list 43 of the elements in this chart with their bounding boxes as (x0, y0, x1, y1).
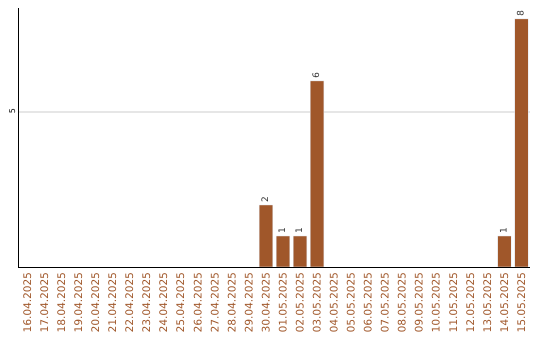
x-tick-label: 08.05.2025 (396, 272, 409, 332)
x-tick-label: 12.05.2025 (464, 272, 477, 332)
bar (276, 236, 290, 267)
data-label: 6 (312, 72, 322, 78)
data-label: 1 (295, 227, 306, 233)
x-tick-label: 05.05.2025 (346, 272, 358, 332)
x-tick-label: 15.05.2025 (516, 272, 528, 332)
x-tick-label: 17.04.2025 (38, 272, 51, 332)
bar (514, 18, 529, 267)
x-tick-label: 18.04.2025 (56, 272, 68, 332)
data-label: 1 (499, 227, 510, 233)
x-tick-label: 23.04.2025 (141, 272, 154, 332)
x-tick-label: 25.04.2025 (175, 272, 188, 332)
x-tick-label: 11.05.2025 (448, 272, 460, 332)
data-label: 8 (516, 10, 526, 16)
x-tick-label: 26.04.2025 (192, 272, 204, 332)
bar (310, 80, 324, 267)
x-tick-label: 14.05.2025 (498, 272, 511, 332)
x-tick-label: 13.05.2025 (482, 272, 494, 332)
data-label: 2 (260, 196, 271, 202)
x-tick-label: 09.05.2025 (414, 272, 426, 332)
x-tick-label: 22.04.2025 (124, 272, 136, 332)
x-tick-label: 29.04.2025 (243, 272, 256, 332)
x-tick-label: 20.04.2025 (90, 272, 102, 332)
x-tick-label: 01.05.2025 (277, 272, 290, 332)
bar (497, 236, 512, 267)
x-tick-label: 28.04.2025 (226, 272, 238, 332)
x-tick-label: 24.04.2025 (158, 272, 170, 332)
x-tick-label: 06.05.2025 (362, 272, 375, 332)
x-tick-label: 21.04.2025 (107, 272, 120, 332)
x-tick-label: 16.04.2025 (22, 272, 34, 332)
x-tick-label: 27.04.2025 (209, 272, 222, 332)
x-tick-label: 30.04.2025 (260, 272, 272, 332)
x-tick-label: 19.04.2025 (73, 272, 86, 332)
y-tick-label: 5 (8, 108, 17, 114)
bar (292, 236, 308, 267)
x-tick-label: 07.05.2025 (380, 272, 392, 332)
x-tick-label: 10.05.2025 (430, 272, 443, 332)
x-tick-label: 03.05.2025 (311, 272, 324, 332)
x-tick-label: 04.05.2025 (328, 272, 341, 332)
x-tick-label: 02.05.2025 (294, 272, 306, 332)
bar (258, 204, 274, 267)
data-label: 1 (278, 227, 288, 233)
